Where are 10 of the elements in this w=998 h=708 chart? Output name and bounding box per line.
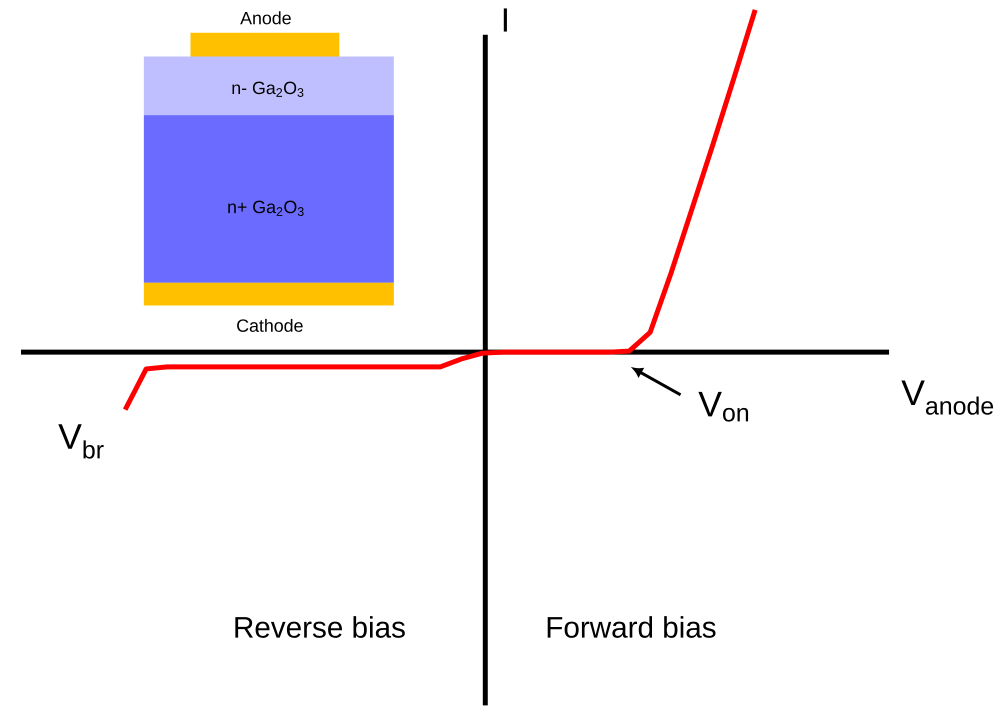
- annotation: n+ Ga$_{2}$O$_{3}$: [228, 200, 304, 216]
- annotation: V$_{on}$: [698, 392, 748, 422]
- text: Reverse bias: [235, 616, 405, 638]
- text: V$_{br}$: [58, 424, 104, 459]
- annotation: Cathode: [237, 318, 303, 332]
- text: Forward bias: [548, 616, 716, 638]
- x-axis-title: V$_{anode}$: [901, 380, 994, 415]
- annotation: Anode: [240, 11, 291, 24]
- annotation: n- Ga$_{2}$O$_{3}$: [232, 82, 304, 98]
- y-axis-title: I: [504, 8, 507, 32]
